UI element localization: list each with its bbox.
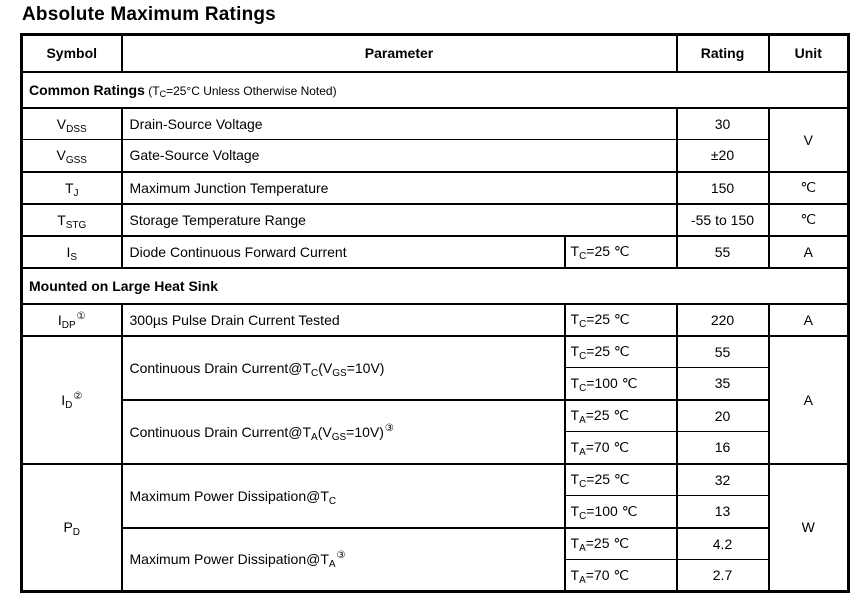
table-row-idp: IDP① 300µs Pulse Drain Current Tested TC… <box>20 302 850 336</box>
table-row-is: IS Diode Continuous Forward Current TC=2… <box>20 234 850 268</box>
cell-pd-rating-ta70: 2.7 <box>675 559 770 592</box>
col-header-parameter: Parameter <box>120 34 678 72</box>
section-row-common-ratings: Common Ratings (TC=25°C Unless Otherwise… <box>20 70 850 108</box>
cell-is-parameter: Diode Continuous Forward Current <box>120 234 566 268</box>
cell-tj-symbol: TJ <box>20 170 123 204</box>
table-row-id-tc100: TC=100 ℃ 35 <box>22 367 849 400</box>
table-row-pd-tc25: PD Maximum Power Dissipation@TC TC=25 ℃ … <box>20 462 850 592</box>
cell-pd-rating-tc25: 32 <box>675 462 770 496</box>
cell-id-condition-tc100: TC=100 ℃ <box>563 367 678 400</box>
cell-tstg-parameter: Storage Temperature Range <box>120 202 678 236</box>
cell-id-parameter-tc: Continuous Drain Current@TC(VGS=10V) <box>120 334 566 400</box>
absolute-maximum-ratings-table: Symbol Parameter Rating Unit Common Rati… <box>20 33 850 593</box>
section-cell-common-ratings: Common Ratings (TC=25°C Unless Otherwise… <box>20 70 850 108</box>
cell-id-condition-tc25: TC=25 ℃ <box>563 334 678 368</box>
cell-vdss-rating: 30 <box>675 106 770 140</box>
cell-pd-rating-ta25: 4.2 <box>675 526 770 560</box>
cell-idp-condition: TC=25 ℃ <box>563 302 678 336</box>
cell-id-rating-tc100: 35 <box>675 367 770 400</box>
table-row-pd-ta25: Maximum Power Dissipation@TA③ TA=25 ℃ 4.… <box>22 526 849 592</box>
section-title-heatsink: Mounted on Large Heat Sink <box>29 277 219 294</box>
cell-vgss-symbol: VGSS <box>20 139 123 172</box>
cell-pd-condition-tc25: TC=25 ℃ <box>563 462 678 496</box>
cell-idp-symbol: IDP① <box>20 302 123 336</box>
cell-tstg-rating: -55 to 150 <box>675 202 770 236</box>
table-row-tj: TJ Maximum Junction Temperature 150 ℃ <box>20 170 850 204</box>
cell-id-rating-ta25: 20 <box>675 398 770 432</box>
cell-id-rating-ta70: 16 <box>675 431 770 464</box>
cell-tj-parameter: Maximum Junction Temperature <box>120 170 678 204</box>
cell-tj-rating: 150 <box>675 170 770 204</box>
cell-pd-unit: W <box>767 462 850 592</box>
section-title-common: Common Ratings <box>29 81 145 98</box>
table-row-pd-tc100: TC=100 ℃ 13 <box>22 495 849 528</box>
cell-vdss-parameter: Drain-Source Voltage <box>120 106 678 140</box>
cell-pd-parameter-tc: Maximum Power Dissipation@TC <box>120 462 566 528</box>
cell-pd-parameter-ta: Maximum Power Dissipation@TA③ <box>120 526 566 592</box>
cell-idp-rating: 220 <box>675 302 770 336</box>
cell-pd-condition-ta70: TA=70 ℃ <box>563 559 678 592</box>
page-title: Absolute Maximum Ratings <box>22 4 276 25</box>
cell-tstg-symbol: TSTG <box>20 202 123 236</box>
cell-is-rating: 55 <box>675 234 770 268</box>
table-row-vgss: VGSS Gate-Source Voltage ±20 <box>20 139 849 172</box>
cell-pd-symbol: PD <box>20 462 123 592</box>
cell-pd-condition-tc100: TC=100 ℃ <box>563 495 678 528</box>
section-cell-heatsink: Mounted on Large Heat Sink <box>20 266 850 304</box>
cell-vgss-rating: ±20 <box>675 139 770 172</box>
table-row-pd-ta70: TA=70 ℃ 2.7 <box>22 559 849 592</box>
col-header-rating: Rating <box>675 34 770 72</box>
cell-id-parameter-ta: Continuous Drain Current@TA(VGS=10V)③ <box>120 398 566 464</box>
section-row-heatsink: Mounted on Large Heat Sink <box>20 266 850 304</box>
col-header-symbol: Symbol <box>20 34 123 72</box>
table-row-id-tc25: ID② Continuous Drain Current@TC(VGS=10V)… <box>20 334 850 464</box>
table-row-id-ta70: TA=70 ℃ 16 <box>22 431 849 464</box>
cell-vdss-symbol: VDSS <box>20 106 123 140</box>
cell-id-unit: A <box>767 334 850 464</box>
cell-id-condition-ta25: TA=25 ℃ <box>563 398 678 432</box>
cell-pd-condition-ta25: TA=25 ℃ <box>563 526 678 560</box>
table-row-vdss: VDSS Drain-Source Voltage 30 V <box>20 106 850 172</box>
table-header-row: Symbol Parameter Rating Unit <box>20 34 850 72</box>
table-row-id-ta25: Continuous Drain Current@TA(VGS=10V)③ TA… <box>22 398 849 464</box>
cell-vgss-parameter: Gate-Source Voltage <box>120 139 678 172</box>
cell-tstg-unit: ℃ <box>767 202 850 236</box>
cell-is-symbol: IS <box>20 234 123 268</box>
cell-id-symbol: ID② <box>20 334 123 464</box>
cell-is-condition: TC=25 ℃ <box>563 234 678 268</box>
cell-is-unit: A <box>767 234 850 268</box>
section-note-common: (TC=25°C Unless Otherwise Noted) <box>144 83 337 99</box>
cell-id-condition-ta70: TA=70 ℃ <box>563 431 678 464</box>
cell-idp-parameter: 300µs Pulse Drain Current Tested <box>120 302 566 336</box>
cell-id-rating-tc25: 55 <box>675 334 770 368</box>
col-header-unit: Unit <box>767 34 850 72</box>
cell-pd-rating-tc100: 13 <box>675 495 770 528</box>
cell-tj-unit: ℃ <box>767 170 850 204</box>
cell-idp-unit: A <box>767 302 850 336</box>
table-row-tstg: TSTG Storage Temperature Range -55 to 15… <box>20 202 850 236</box>
cell-voltage-unit: V <box>767 106 850 172</box>
